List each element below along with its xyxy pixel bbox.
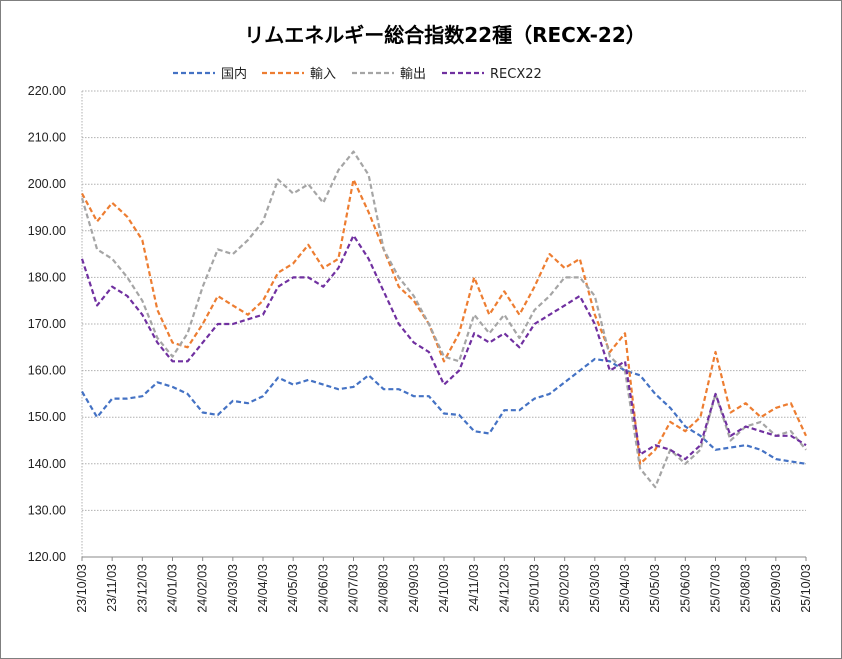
x-tick-label: 23/12/03 bbox=[135, 564, 149, 613]
series-line-1 bbox=[81, 357, 807, 465]
chart-title: リムエネルギー総合指数22種（RECX-22） bbox=[244, 23, 646, 47]
series-lines bbox=[80, 150, 807, 489]
y-tick-label: 220.00 bbox=[28, 84, 66, 98]
y-tick-label: 180.00 bbox=[28, 270, 66, 284]
y-tick-label: 130.00 bbox=[28, 503, 66, 517]
x-tick-label: 24/08/03 bbox=[377, 564, 391, 613]
legend-item: 輸出 bbox=[352, 67, 426, 82]
series-line-4 bbox=[80, 234, 807, 461]
x-axis-ticks: 23/10/03 23/11/03 23/12/03 24/01/03 24/02/03… bbox=[75, 557, 813, 613]
y-tick-label: 210.00 bbox=[28, 131, 66, 145]
legend-label: 輸入 bbox=[310, 67, 336, 82]
x-tick-label: 25/08/03 bbox=[739, 564, 753, 613]
x-tick-label: 25/06/03 bbox=[678, 564, 692, 613]
legend-item: RECX22 bbox=[442, 67, 542, 82]
x-tick-label: 24/11/03 bbox=[467, 564, 481, 612]
legend-label: RECX22 bbox=[490, 67, 542, 82]
y-tick-label: 200.00 bbox=[28, 177, 66, 191]
y-tick-label: 190.00 bbox=[28, 224, 66, 238]
y-tick-label: 170.00 bbox=[28, 317, 66, 331]
x-tick-label: 24/05/03 bbox=[286, 564, 300, 613]
x-tick-label: 25/03/03 bbox=[588, 564, 602, 613]
x-tick-label: 24/06/03 bbox=[316, 564, 330, 613]
x-tick-label: 25/05/03 bbox=[648, 564, 662, 613]
x-tick-label: 25/04/03 bbox=[618, 564, 632, 613]
y-tick-label: 140.00 bbox=[28, 457, 66, 471]
x-tick-label: 23/10/03 bbox=[75, 564, 89, 613]
x-tick-label: 24/02/03 bbox=[196, 564, 210, 613]
series-line-2 bbox=[81, 178, 807, 465]
y-tick-label: 150.00 bbox=[28, 410, 66, 424]
legend-item: 国内 bbox=[173, 66, 247, 82]
x-tick-label: 23/11/03 bbox=[105, 564, 119, 612]
x-tick-label: 24/10/03 bbox=[437, 564, 451, 613]
x-tick-label: 25/10/03 bbox=[799, 564, 813, 613]
legend: 国内 輸入 輸出 RECX22 bbox=[173, 66, 542, 82]
x-tick-label: 25/01/03 bbox=[528, 564, 542, 613]
legend-label: 国内 bbox=[221, 66, 247, 82]
legend-label: 輸出 bbox=[400, 67, 426, 82]
legend-item: 輸入 bbox=[262, 67, 336, 82]
x-tick-label: 25/09/03 bbox=[769, 564, 783, 613]
x-tick-label: 25/07/03 bbox=[709, 564, 723, 613]
x-tick-label: 24/03/03 bbox=[226, 564, 240, 613]
x-tick-label: 24/01/03 bbox=[166, 564, 180, 613]
x-tick-label: 24/04/03 bbox=[256, 564, 270, 613]
y-axis-ticks: 120.00 130.00 140.00 150.00 160.00 170.00 180.… bbox=[28, 84, 66, 564]
series-line-3 bbox=[80, 150, 807, 489]
x-tick-label: 24/07/03 bbox=[347, 564, 361, 613]
x-tick-label: 24/09/03 bbox=[407, 564, 421, 613]
x-tick-label: 25/02/03 bbox=[558, 564, 572, 613]
x-tick-label: 24/12/03 bbox=[497, 564, 511, 613]
y-tick-label: 120.00 bbox=[28, 550, 66, 564]
y-tick-label: 160.00 bbox=[28, 364, 66, 378]
